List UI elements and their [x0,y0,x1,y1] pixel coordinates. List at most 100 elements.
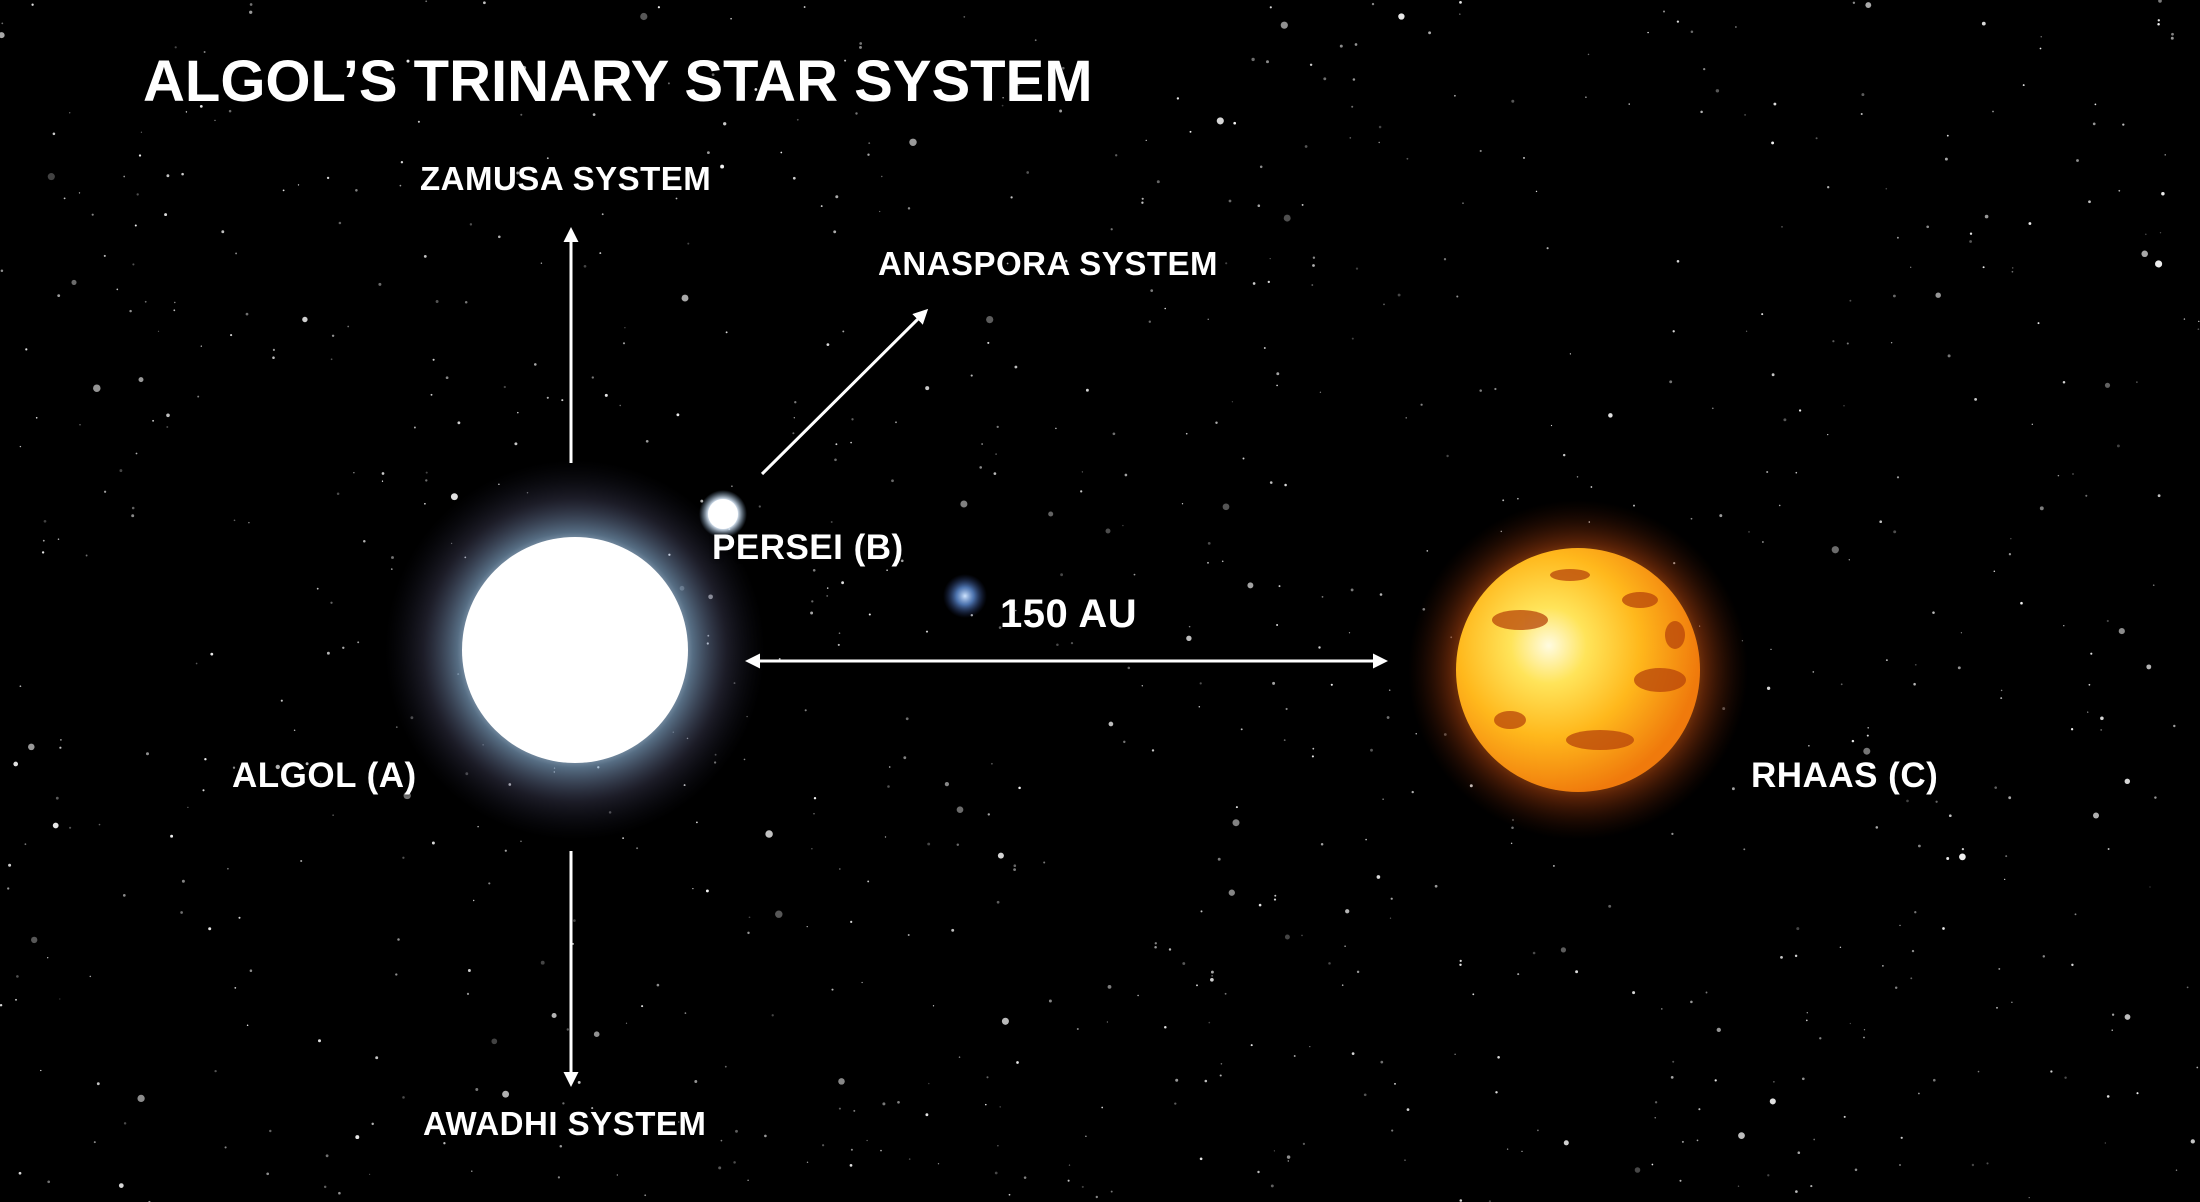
background-star [1008,1193,1011,1196]
background-star [19,445,22,448]
background-star [1211,975,1213,977]
background-star [432,358,435,361]
background-star [705,889,709,893]
background-star [1225,262,1228,265]
background-star [1309,63,1313,67]
background-star [43,519,47,523]
background-star [1196,984,1198,987]
background-star [1101,1106,1104,1109]
background-star [116,288,119,291]
background-star [1959,853,1966,861]
background-star [595,70,598,74]
background-star [820,205,823,208]
background-star [1935,292,1941,298]
background-star [18,1171,22,1175]
background-star [540,262,543,264]
background-star [619,404,621,407]
background-star [1415,733,1417,735]
background-star [1511,826,1514,830]
background-star [884,836,887,838]
background-star [998,626,1002,629]
background-star [822,1144,825,1147]
background-star [42,539,45,542]
background-star [93,1141,96,1144]
background-star [572,942,574,945]
background-star [803,6,806,8]
background-star [1278,585,1281,588]
background-star [1672,330,1675,333]
background-star [413,426,416,429]
background-star [522,65,527,71]
background-star [1767,1174,1770,1177]
background-star [1276,372,1280,376]
background-star [2000,697,2003,700]
background-star [1517,497,1519,500]
background-star [1081,1185,1084,1188]
background-star [483,1,486,5]
background-star [1339,44,1343,48]
background-star [1344,945,1346,947]
background-star [1207,318,1209,320]
background-star [997,852,1004,859]
background-star [1832,340,1835,343]
background-star [1115,154,1118,157]
background-star [1900,1136,1903,1139]
background-star [855,112,858,115]
background-star [2111,1029,2113,1031]
background-star [1479,149,1482,153]
background-star [1301,203,1304,206]
background-star [1906,799,1909,803]
background-star [1796,927,1800,931]
background-star [557,1176,561,1179]
background-star [1259,165,1263,169]
background-star [1204,1079,1208,1083]
background-star [1354,43,1358,46]
background-star [1676,260,1680,263]
background-star [7,887,10,890]
background-star [357,641,360,644]
background-star [293,729,296,732]
background-star [1200,910,1203,913]
background-star [1106,1021,1109,1023]
background-star [166,413,170,418]
background-star [400,161,404,164]
background-star [1849,1022,1851,1025]
background-star [214,119,216,122]
background-star [1302,1142,1306,1146]
background-star [792,176,796,180]
background-star [866,1139,868,1142]
background-star [16,975,19,978]
background-star [636,847,639,850]
background-star [1852,1,1856,4]
background-star [2159,232,2162,234]
background-star [2100,728,2103,731]
background-star [1095,1195,1098,1199]
background-star [879,210,881,213]
background-star [996,425,999,429]
background-star [2161,192,2165,196]
background-star [804,709,807,712]
background-star [1043,861,1046,864]
background-star [1797,1151,1801,1154]
background-star [326,651,330,655]
background-star [1383,303,1385,306]
distant-blue-star [943,574,987,618]
background-star [730,17,732,20]
background-star [1748,531,1750,533]
background-star [1001,104,1004,107]
background-star [887,785,890,788]
background-star [146,752,149,756]
background-star [355,1135,360,1140]
background-star [937,1163,940,1165]
background-star [1110,228,1113,231]
background-star [2171,32,2174,36]
background-star [956,843,960,846]
background-star [867,153,870,156]
background-star [1969,240,1972,243]
background-star [604,393,608,397]
background-star [2011,267,2014,269]
background-star [1810,1185,1813,1188]
background-star [1222,503,1230,511]
background-star [2197,328,2200,331]
background-star [1345,909,1350,914]
